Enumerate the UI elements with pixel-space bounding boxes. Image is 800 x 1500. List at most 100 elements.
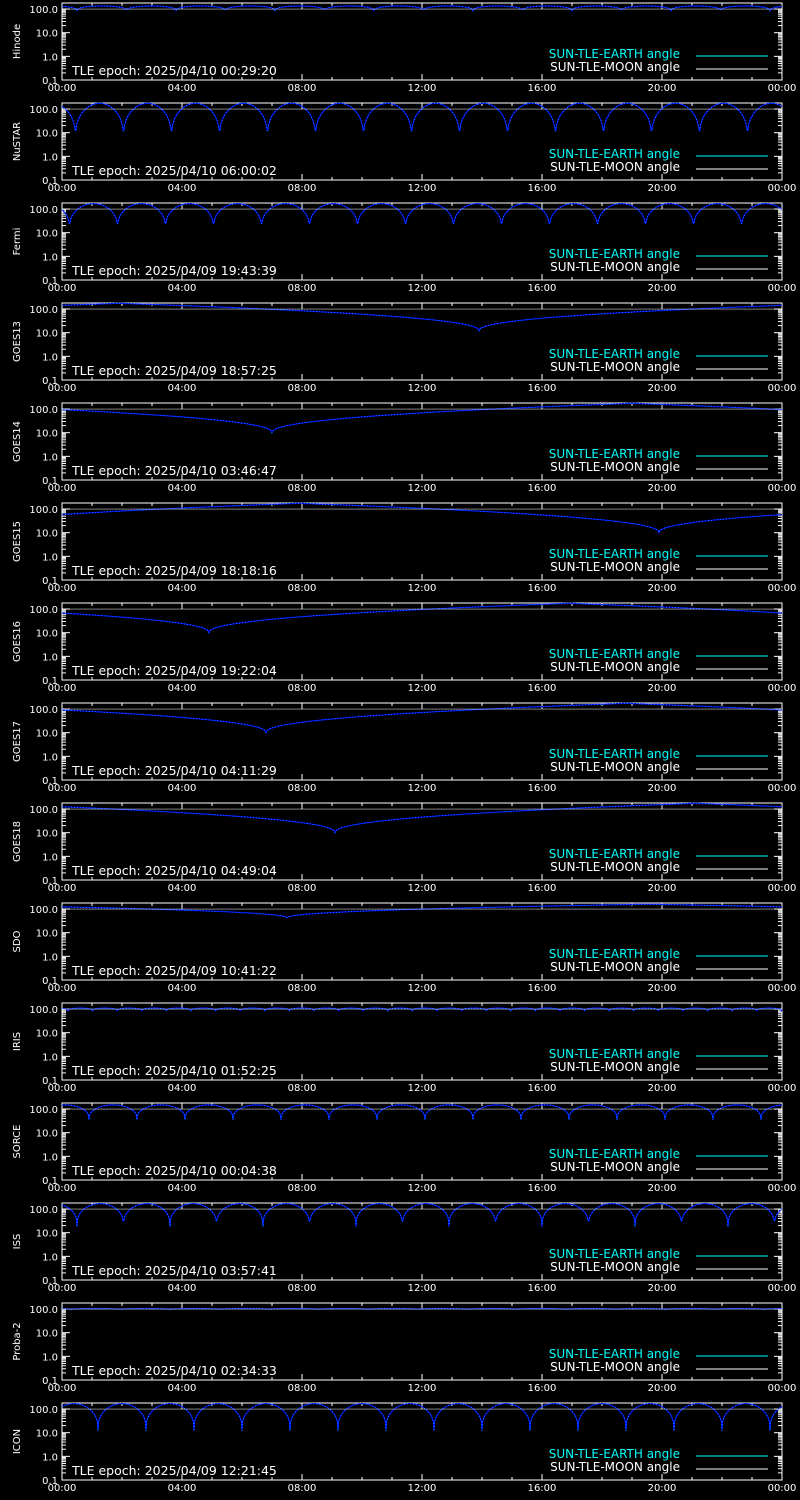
satellite-label: GOES14 bbox=[12, 421, 23, 462]
x-tick-label: 04:00 bbox=[168, 383, 197, 394]
y-tick-label: 1.0 bbox=[42, 1452, 58, 1463]
x-tick-label: 20:00 bbox=[648, 883, 677, 894]
legend-entry: SUN-TLE-MOON angle bbox=[550, 160, 680, 174]
y-tick-label: 0.1 bbox=[42, 176, 58, 187]
y-tick-label: 10.0 bbox=[36, 229, 58, 240]
y-minor-ticks bbox=[62, 8, 782, 81]
x-tick-label: 00:00 bbox=[48, 583, 77, 594]
earth-angle-highlight bbox=[61, 502, 782, 534]
y-tick-label: 1.0 bbox=[42, 252, 58, 263]
legend-entry: SUN-TLE-MOON angle bbox=[550, 1160, 680, 1174]
x-tick-label: 08:00 bbox=[288, 1483, 317, 1494]
y-tick-label: 10.0 bbox=[36, 629, 58, 640]
tle-epoch-label: TLE epoch: 2025/04/09 19:22:04 bbox=[71, 663, 277, 678]
y-tick-label: 0.1 bbox=[42, 1476, 58, 1487]
x-tick-label: 08:00 bbox=[288, 83, 317, 94]
tle-epoch-label: TLE epoch: 2025/04/10 02:34:33 bbox=[71, 1363, 277, 1378]
legend-entry: SUN-TLE-EARTH angle bbox=[549, 1347, 680, 1361]
x-tick-label: 00:00 bbox=[768, 1383, 797, 1394]
x-tick-label: 08:00 bbox=[288, 1083, 317, 1094]
x-tick-label: 04:00 bbox=[168, 1083, 197, 1094]
panel-hinode: 0.1 1.0 10.0 100.0 00:00 04:00 08:00 12:00 16:00… bbox=[12, 2, 796, 94]
earth-angle-curve bbox=[61, 502, 782, 535]
x-tick-label: 12:00 bbox=[408, 1283, 437, 1294]
x-tick-label: 12:00 bbox=[408, 83, 437, 94]
x-tick-label: 00:00 bbox=[48, 883, 77, 894]
panel-nustar: 0.1 1.0 10.0 100.0 00:00 04:00 08:00 12:00 16:00… bbox=[12, 102, 796, 194]
x-tick-label: 00:00 bbox=[768, 483, 797, 494]
satellite-label: IRIS bbox=[12, 1032, 23, 1051]
x-tick-label: 12:00 bbox=[408, 983, 437, 994]
earth-angle-highlight bbox=[62, 5, 783, 12]
legend-entry: SUN-TLE-MOON angle bbox=[550, 60, 680, 74]
panel-goes13: 0.1 1.0 10.0 100.0 00:00 04:00 08:00 12:00 16:00… bbox=[12, 302, 796, 394]
x-tick-label: 08:00 bbox=[288, 383, 317, 394]
x-tick-label: 00:00 bbox=[768, 883, 797, 894]
y-tick-label: 0.1 bbox=[42, 1276, 58, 1287]
legend-entry: SUN-TLE-EARTH angle bbox=[549, 447, 680, 461]
panel-sdo: 0.1 1.0 10.0 100.0 00:00 04:00 08:00 12:00 16:00… bbox=[12, 902, 796, 994]
y-minor-ticks bbox=[62, 608, 782, 681]
earth-angle-highlight bbox=[61, 602, 782, 634]
y-tick-label: 100.0 bbox=[29, 705, 58, 716]
x-minor-ticks bbox=[61, 703, 783, 780]
y-tick-label: 100.0 bbox=[29, 105, 58, 116]
y-tick-label: 10.0 bbox=[36, 1229, 58, 1240]
satellite-label: GOES16 bbox=[12, 621, 23, 662]
x-tick-label: 20:00 bbox=[648, 183, 677, 194]
x-tick-label: 20:00 bbox=[648, 83, 677, 94]
tle-epoch-label: TLE epoch: 2025/04/10 04:11:29 bbox=[71, 763, 277, 778]
x-tick-label: 08:00 bbox=[288, 483, 317, 494]
legend-entry: SUN-TLE-EARTH angle bbox=[549, 1247, 680, 1261]
y-tick-label: 0.1 bbox=[42, 976, 58, 987]
y-tick-label: 1.0 bbox=[42, 752, 58, 763]
x-tick-label: 12:00 bbox=[408, 283, 437, 294]
tle-epoch-label: TLE epoch: 2025/04/09 10:41:22 bbox=[71, 963, 277, 978]
x-tick-label: 04:00 bbox=[168, 983, 197, 994]
y-tick-label: 100.0 bbox=[29, 805, 58, 816]
y-tick-label: 0.1 bbox=[42, 1176, 58, 1187]
satellite-label: GOES18 bbox=[12, 821, 23, 862]
x-tick-label: 00:00 bbox=[768, 283, 797, 294]
x-tick-label: 04:00 bbox=[168, 283, 197, 294]
x-tick-label: 00:00 bbox=[48, 683, 77, 694]
x-tick-label: 08:00 bbox=[288, 883, 317, 894]
tle-epoch-label: TLE epoch: 2025/04/09 18:57:25 bbox=[71, 363, 277, 378]
legend-entry: SUN-TLE-MOON angle bbox=[550, 660, 680, 674]
x-minor-ticks bbox=[61, 603, 783, 680]
x-tick-label: 04:00 bbox=[168, 1183, 197, 1194]
panel-goes15: 0.1 1.0 10.0 100.0 00:00 04:00 08:00 12:00 16:00… bbox=[12, 502, 796, 594]
y-tick-label: 10.0 bbox=[36, 1429, 58, 1440]
x-tick-label: 20:00 bbox=[648, 683, 677, 694]
legend-entry: SUN-TLE-EARTH angle bbox=[549, 547, 680, 561]
x-tick-label: 08:00 bbox=[288, 183, 317, 194]
x-tick-label: 16:00 bbox=[528, 1483, 557, 1494]
y-tick-label: 0.1 bbox=[42, 576, 58, 587]
legend-entry: SUN-TLE-MOON angle bbox=[550, 1460, 680, 1474]
y-tick-label: 1.0 bbox=[42, 652, 58, 663]
x-tick-label: 16:00 bbox=[528, 1183, 557, 1194]
x-tick-label: 12:00 bbox=[408, 883, 437, 894]
x-tick-label: 20:00 bbox=[648, 1083, 677, 1094]
x-tick-label: 16:00 bbox=[528, 583, 557, 594]
y-tick-label: 1.0 bbox=[42, 1052, 58, 1063]
earth-angle-highlight bbox=[62, 903, 782, 919]
x-tick-label: 08:00 bbox=[288, 1383, 317, 1394]
y-tick-label: 100.0 bbox=[29, 5, 58, 16]
x-tick-label: 00:00 bbox=[48, 983, 77, 994]
y-tick-label: 100.0 bbox=[29, 505, 58, 516]
x-tick-label: 16:00 bbox=[528, 483, 557, 494]
satellite-label: SDO bbox=[12, 930, 23, 952]
x-tick-label: 12:00 bbox=[408, 583, 437, 594]
y-tick-label: 10.0 bbox=[36, 1329, 58, 1340]
y-minor-ticks bbox=[62, 1308, 782, 1381]
x-tick-label: 00:00 bbox=[48, 783, 77, 794]
x-tick-label: 00:00 bbox=[768, 1283, 797, 1294]
tle-epoch-label: TLE epoch: 2025/04/09 12:21:45 bbox=[71, 1463, 277, 1478]
y-tick-label: 0.1 bbox=[42, 1076, 58, 1087]
x-tick-label: 16:00 bbox=[528, 783, 557, 794]
y-tick-label: 10.0 bbox=[36, 329, 58, 340]
y-tick-label: 100.0 bbox=[29, 1105, 58, 1116]
x-tick-label: 20:00 bbox=[648, 1283, 677, 1294]
